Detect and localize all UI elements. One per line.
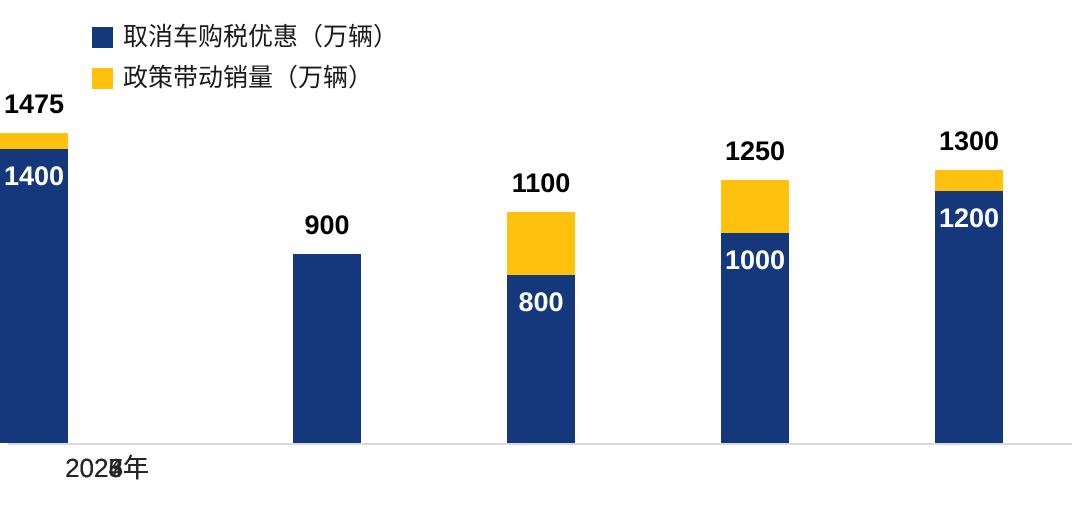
bar-group-2025: 1250 1000 bbox=[721, 136, 789, 443]
bar-group-2027: 1475 1400 bbox=[0, 89, 68, 443]
bar-segments: 800 bbox=[507, 212, 575, 443]
policy-segment bbox=[507, 212, 575, 275]
x-label-2025: 2025年 bbox=[65, 453, 149, 483]
base-value-label: 800 bbox=[518, 287, 564, 317]
bar-group-2023: 900 bbox=[293, 210, 361, 443]
x-label-2027: 2027年 bbox=[65, 453, 149, 483]
bar-segments: 1000 bbox=[721, 180, 789, 443]
legend-item-base: 取消车购税优惠（万辆） bbox=[92, 22, 398, 52]
legend-label-base: 取消车购税优惠（万辆） bbox=[123, 23, 399, 51]
bar-segments: 1200 bbox=[935, 170, 1003, 443]
policy-segment bbox=[721, 180, 789, 233]
legend: 取消车购税优惠（万辆） 政策带动销量（万辆） bbox=[92, 22, 398, 104]
policy-segment bbox=[935, 170, 1003, 191]
base-value-label: 1200 bbox=[938, 203, 1000, 233]
base-segment: 1000 bbox=[721, 233, 789, 443]
total-label: 1100 bbox=[511, 168, 571, 198]
x-label-2023: 2023年 bbox=[65, 453, 149, 483]
legend-item-policy: 政策带动销量（万辆） bbox=[92, 63, 398, 93]
legend-label-policy: 政策带动销量（万辆） bbox=[123, 64, 374, 92]
bar-group-2024: 1100 800 bbox=[507, 168, 575, 443]
total-label: 1300 bbox=[938, 126, 1000, 156]
base-segment: 800 bbox=[507, 275, 575, 443]
base-segment: 1200 bbox=[935, 191, 1003, 443]
base-value-label: 1400 bbox=[3, 161, 65, 191]
total-label: 1475 bbox=[3, 89, 65, 119]
bar-group-2026: 1300 1200 bbox=[935, 126, 1003, 443]
legend-swatch-blue-icon bbox=[92, 26, 113, 48]
total-label: 1250 bbox=[724, 136, 786, 166]
x-label-2024: 2024年 bbox=[65, 453, 149, 483]
bar-segments: 1400 bbox=[0, 133, 68, 443]
policy-segment bbox=[0, 133, 68, 149]
x-label-2026: 2026年 bbox=[65, 453, 149, 483]
bar-segments bbox=[293, 254, 361, 443]
total-label: 900 bbox=[304, 210, 350, 240]
base-segment bbox=[293, 254, 361, 443]
base-segment: 1400 bbox=[0, 149, 68, 443]
x-axis-line bbox=[8, 443, 1072, 445]
legend-swatch-yellow-icon bbox=[92, 67, 113, 89]
base-value-label: 1000 bbox=[724, 245, 786, 275]
